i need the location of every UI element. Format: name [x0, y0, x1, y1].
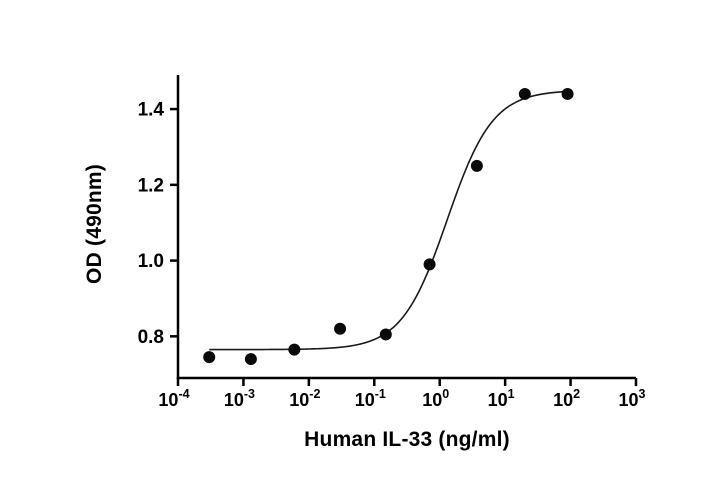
y-tick-label: 1.0: [138, 251, 164, 272]
y-tick-label: 0.8: [138, 327, 164, 348]
y-tick-label: 1.2: [138, 175, 164, 196]
y-axis-title: OD (490nm): [83, 164, 106, 284]
fit-curve: [209, 90, 568, 351]
x-tick-label: 100: [422, 387, 449, 410]
data-point: [334, 322, 347, 335]
data-point: [561, 87, 574, 100]
y-tick-label: 1.4: [138, 100, 165, 121]
data-point: [203, 351, 216, 364]
data-point: [470, 159, 483, 172]
x-tick-label: 10-3: [224, 387, 255, 410]
data-point: [244, 353, 257, 366]
x-tick-label: 10-4: [158, 387, 189, 410]
data-point: [379, 328, 392, 341]
x-tick-label: 102: [553, 387, 580, 410]
x-axis-title: Human IL-33 (ng/ml): [304, 428, 510, 451]
data-point: [518, 87, 531, 100]
x-tick-label: 101: [488, 387, 515, 410]
x-tick-label: 103: [619, 387, 646, 410]
x-tick-label: 10-1: [355, 387, 386, 410]
data-point: [423, 258, 436, 271]
x-tick-label: 10-2: [289, 387, 320, 410]
data-point: [288, 343, 301, 356]
